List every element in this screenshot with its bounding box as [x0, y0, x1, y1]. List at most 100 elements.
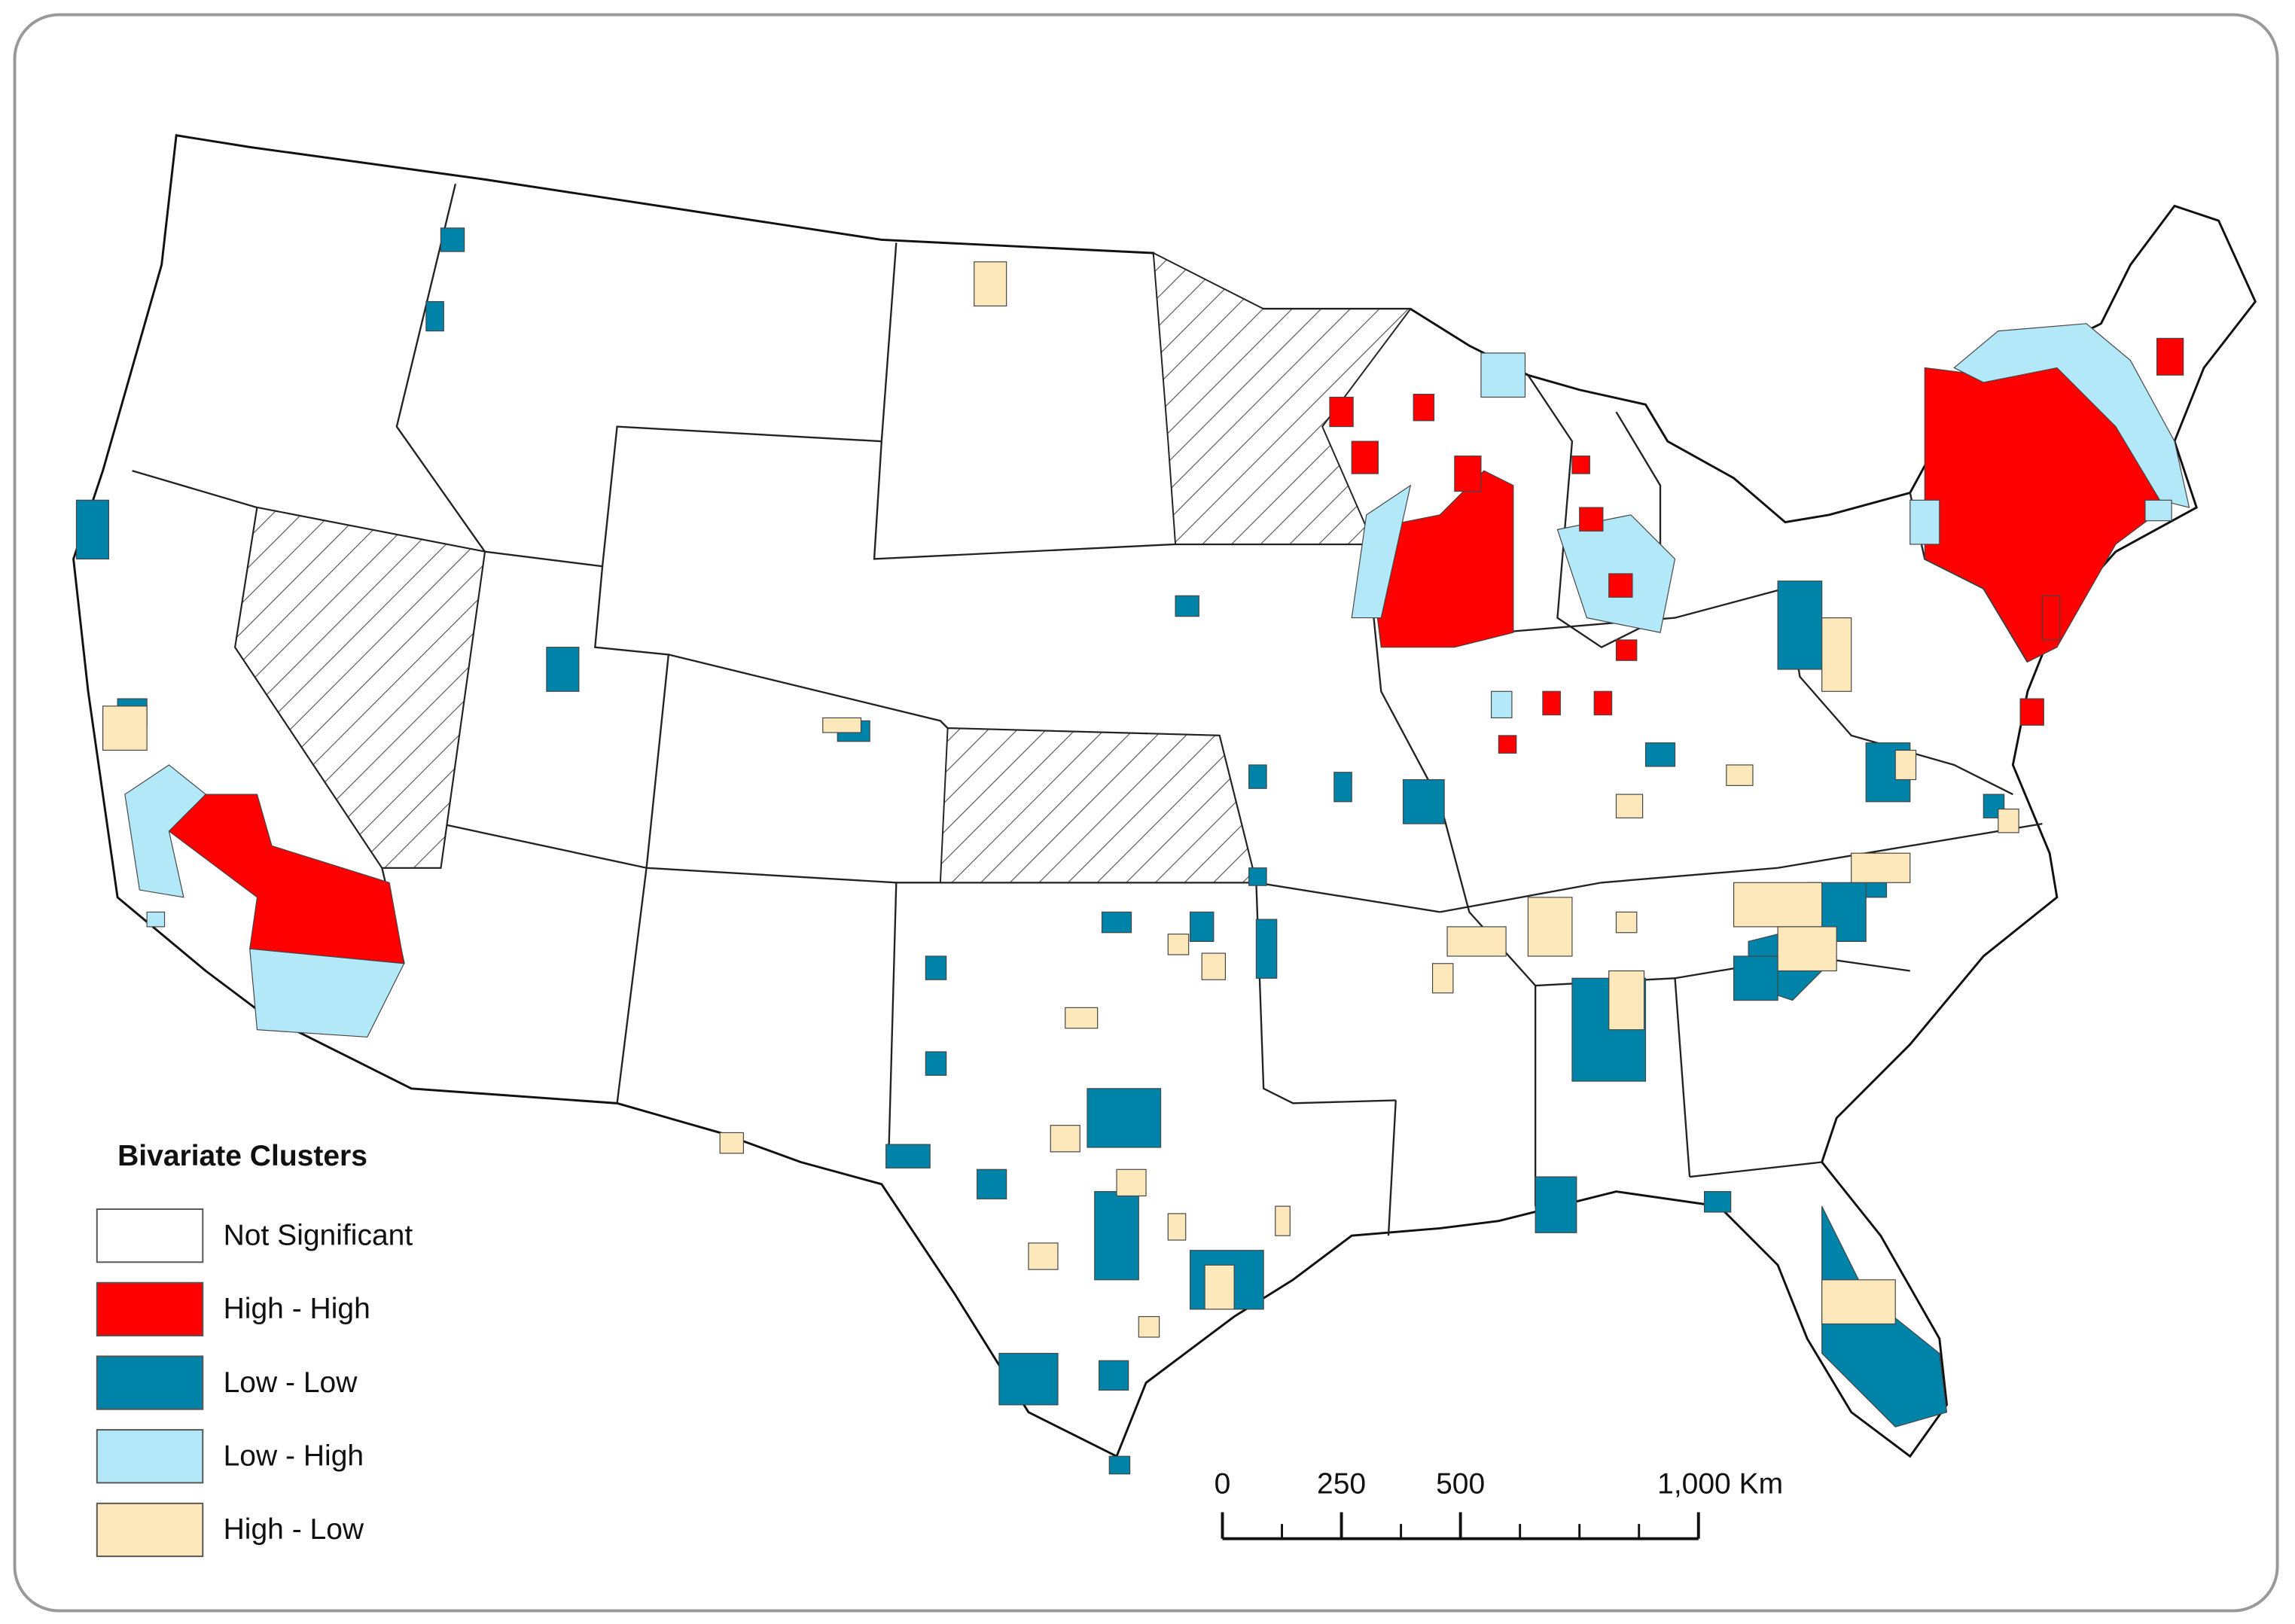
cluster-county [1065, 1007, 1099, 1029]
no-data-kansas [939, 727, 1257, 884]
cluster-county [1446, 926, 1507, 957]
cluster-area [124, 764, 207, 898]
cluster-county [1480, 352, 1526, 398]
cluster-county [1821, 617, 1852, 692]
legend: Bivariate Clusters Not Significant High -… [96, 1140, 413, 1558]
scale-label: 0 [1215, 1468, 1231, 1501]
cluster-county [925, 955, 947, 980]
cluster-county [1431, 963, 1454, 994]
cluster-county [546, 647, 580, 692]
cluster-county [440, 227, 465, 252]
cluster-county [1402, 778, 1445, 824]
cluster-county [2041, 595, 2061, 641]
cluster-county [885, 1144, 931, 1168]
cluster-county [1050, 1125, 1080, 1153]
cluster-county [1255, 919, 1278, 979]
cluster-county [1333, 772, 1352, 803]
cluster-county [1909, 499, 1940, 545]
cluster-county [1108, 1455, 1131, 1475]
cluster-county [1087, 1088, 1162, 1148]
cluster-county [1275, 1205, 1291, 1236]
cluster-county [1608, 573, 1633, 598]
cluster-county [1733, 955, 1778, 1001]
legend-label: Low - High [224, 1440, 364, 1473]
legend-label: Low - Low [224, 1367, 358, 1399]
legend-swatch [96, 1502, 204, 1558]
no-data-minnesota [1152, 251, 1413, 545]
cluster-county [1615, 911, 1638, 934]
legend-swatch [96, 1208, 204, 1263]
cluster-county [2019, 698, 2044, 726]
legend-swatch [96, 1355, 204, 1410]
scale-bar: 0 250 500 1,000 Km [1215, 1468, 1783, 1540]
cluster-county [1028, 1242, 1059, 1270]
clusters [75, 227, 2190, 1475]
cluster-county [1726, 764, 1754, 786]
no-data-nevada [234, 506, 486, 869]
cluster-county [425, 300, 444, 332]
cluster-county [1413, 394, 1435, 422]
cluster-county [1894, 749, 1917, 781]
cluster-county [102, 705, 148, 751]
cluster-county [1167, 934, 1190, 955]
cluster-county [146, 911, 166, 928]
legend-label: High - High [224, 1293, 370, 1325]
cluster-county [925, 1051, 947, 1076]
cluster-county [1099, 1360, 1129, 1391]
legend-swatch [96, 1281, 204, 1337]
cluster-county [1498, 735, 1517, 754]
legend-label: High - Low [224, 1513, 364, 1546]
cluster-county [1527, 897, 1573, 957]
cluster-area [249, 948, 405, 1038]
legend-label: Not Significant [224, 1219, 413, 1251]
cluster-county [719, 1132, 744, 1154]
cluster-county [977, 1168, 1007, 1199]
cluster-county [1248, 764, 1267, 789]
cluster-county [1703, 1190, 1732, 1213]
scale-label: 250 [1317, 1468, 1366, 1501]
cluster-county [1094, 1190, 1139, 1281]
cluster-area [1366, 470, 1514, 648]
scale-label: 1,000 Km [1657, 1468, 1783, 1501]
cluster-county [998, 1352, 1059, 1406]
cluster-county [1535, 1176, 1577, 1233]
cluster-county [822, 717, 862, 733]
cluster-county [75, 499, 109, 560]
cluster-county [1101, 911, 1132, 934]
cluster-county [1175, 595, 1199, 617]
cluster-county [1351, 440, 1379, 474]
cluster-county [1593, 690, 1613, 716]
cluster-county [1167, 1213, 1187, 1241]
cluster-county [1615, 794, 1644, 818]
cluster-county [1998, 809, 2019, 833]
cluster-county [974, 261, 1007, 306]
cluster-county [1190, 911, 1215, 943]
cluster-county [1454, 456, 1482, 492]
cluster-county [1542, 690, 1561, 716]
cluster-county [2144, 499, 2172, 522]
cluster-county [1116, 1168, 1147, 1197]
cluster-county [1821, 1279, 1896, 1325]
cluster-county [1777, 580, 1823, 670]
cluster-county [1733, 882, 1823, 928]
cluster-county [1248, 867, 1267, 886]
cluster-county [1491, 690, 1513, 719]
cluster-county [1608, 970, 1645, 1031]
cluster-county [1777, 926, 1837, 972]
cluster-area [1953, 323, 2190, 508]
cluster-county [1579, 507, 1604, 532]
cluster-county [1204, 1264, 1235, 1310]
basemap [72, 134, 2257, 1475]
cluster-area [168, 794, 405, 964]
scale-label: 500 [1436, 1468, 1485, 1501]
cluster-county [1851, 852, 1911, 883]
cluster-county [2156, 337, 2184, 376]
cluster-area [1351, 484, 1412, 619]
cluster-county [1571, 456, 1590, 474]
cluster-county [1644, 742, 1676, 767]
cluster-county [1329, 396, 1354, 428]
cluster-county [1201, 952, 1227, 980]
legend-swatch [96, 1429, 204, 1484]
